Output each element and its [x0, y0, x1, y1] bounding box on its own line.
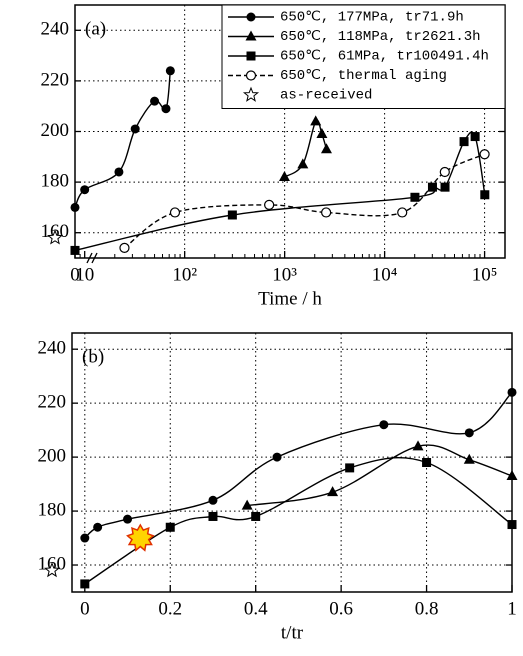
x-tick-label: 0.2: [158, 598, 182, 619]
marker-open-circle: [245, 70, 257, 81]
marker-open-circle: [397, 207, 408, 218]
legend: 650℃, 177MPa, tr71.9h 650℃, 118MPa, tr262…: [221, 4, 506, 109]
marker-circle: [161, 104, 171, 114]
series-line: [284, 119, 328, 178]
marker-square: [440, 182, 450, 192]
marker-triangle: [506, 469, 518, 480]
panel: 16018020022024000.20.40.60.81(b)t/tr: [38, 332, 518, 643]
series-line: [74, 131, 486, 252]
marker-square: [165, 522, 175, 532]
marker-square: [480, 190, 490, 200]
x-tick-label: 10²: [172, 264, 197, 285]
x-tick-label: 10: [75, 264, 94, 285]
marker-square: [427, 182, 437, 192]
marker-circle: [507, 387, 517, 397]
marker-open-circle: [264, 199, 275, 210]
marker-circle: [80, 185, 90, 195]
marker-square: [345, 463, 355, 473]
marker-triangle: [463, 453, 475, 464]
y-tick-label: 200: [41, 120, 70, 141]
axis-break: [91, 252, 98, 264]
marker-triangle: [320, 143, 332, 154]
legend-label: 650℃, 118MPa, tr2621.3h: [280, 29, 481, 45]
x-tick-label: 10⁵: [472, 264, 498, 285]
marker-triangle: [310, 115, 322, 126]
marker-square: [80, 579, 90, 589]
marker-circle: [165, 66, 175, 76]
x-tick-label: 0.8: [415, 598, 439, 619]
plot-frame: [71, 332, 513, 593]
legend-label: 650℃, 61MPa, tr100491.4h: [280, 49, 489, 65]
marker-circle: [80, 533, 90, 543]
marker-circle: [208, 495, 218, 505]
marker-circle: [464, 428, 474, 438]
marker-triangle: [297, 158, 309, 169]
marker-triangle: [245, 30, 257, 41]
marker-circle: [150, 96, 160, 106]
series-line: [247, 444, 513, 507]
y-tick-label: 180: [38, 499, 67, 520]
marker-circle: [272, 452, 282, 462]
x-tick-label: 0.6: [329, 598, 353, 619]
marker-square: [70, 245, 80, 255]
legend-label: as-received: [280, 88, 372, 104]
legend-label: 650℃, thermal aging: [280, 68, 447, 84]
marker-circle: [379, 420, 389, 430]
marker-star: [242, 86, 260, 102]
y-tick-label: 240: [38, 338, 67, 359]
marker-square: [470, 132, 480, 142]
marker-open-circle: [479, 149, 490, 160]
marker-burst: [126, 523, 155, 552]
series-line: [74, 70, 171, 208]
legend-label: 650℃, 177MPa, tr71.9h: [280, 10, 464, 26]
marker-square: [251, 511, 261, 521]
marker-open-circle: [439, 166, 450, 178]
marker-triangle: [241, 499, 253, 510]
y-tick-label: 200: [38, 445, 67, 466]
marker-square: [507, 520, 517, 530]
marker-square: [246, 51, 256, 61]
series-line: [84, 391, 513, 539]
marker-star: [46, 229, 64, 245]
marker-triangle: [278, 171, 290, 182]
marker-triangle: [316, 128, 328, 139]
y-tick-label: 180: [41, 170, 70, 191]
legend-box: [221, 4, 506, 109]
x-tick-label: 1: [507, 598, 517, 619]
marker-square: [410, 192, 420, 202]
marker-open-circle: [169, 207, 181, 218]
marker-circle: [123, 514, 133, 524]
marker-triangle: [327, 486, 339, 497]
marker-circle: [93, 522, 103, 532]
x-tick-label: 0: [80, 598, 90, 619]
panel-label: (a): [85, 18, 106, 39]
x-tick-label: 10³: [272, 264, 297, 285]
marker-open-circle: [119, 242, 130, 253]
marker-square: [227, 210, 237, 220]
marker-star: [43, 562, 61, 578]
marker-triangle: [412, 440, 424, 451]
marker-square: [208, 511, 218, 521]
y-tick-label: 240: [41, 19, 70, 40]
marker-square: [422, 458, 432, 467]
x-tick-label: 10⁴: [372, 264, 398, 285]
axis-break: [86, 252, 93, 264]
panel: 16018020022024001010²10³10⁴10⁵(a)Time / …: [41, 4, 506, 309]
x-axis-label: t/tr: [281, 622, 304, 643]
marker-circle: [70, 202, 80, 212]
marker-circle: [114, 167, 124, 177]
marker-circle: [246, 12, 256, 22]
panel-label: (b): [82, 346, 104, 367]
marker-square: [459, 137, 469, 147]
x-axis-label: Time / h: [258, 288, 322, 309]
x-tick-label: 0.4: [244, 598, 268, 619]
y-tick-label: 220: [38, 392, 67, 413]
x-tick-label: 0: [70, 264, 80, 285]
marker-circle: [130, 124, 140, 134]
y-tick-label: 220: [41, 69, 70, 90]
marker-open-circle: [321, 207, 332, 218]
